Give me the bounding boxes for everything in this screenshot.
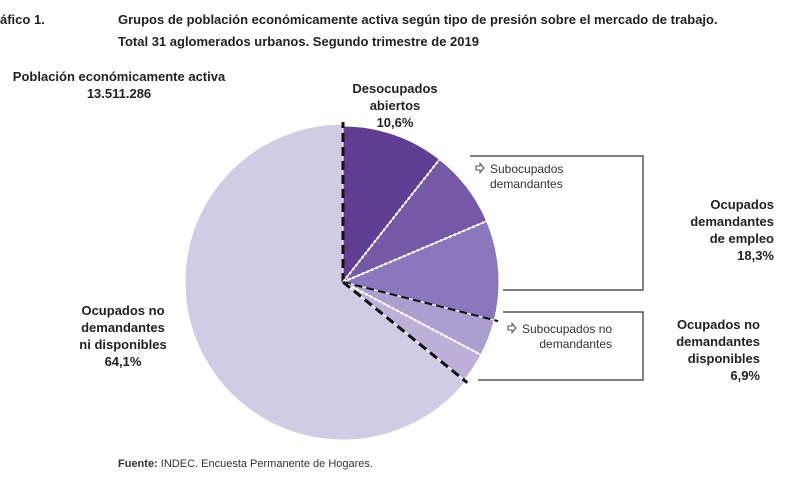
- label-subocupados-demandantes: Subocupados demandantes: [490, 162, 564, 191]
- pea-label: Población económicamente activa: [12, 69, 226, 84]
- slice-divider: [342, 280, 469, 384]
- arrow-right-icon: [475, 162, 485, 174]
- slice-divider: [342, 218, 491, 284]
- label-subocupados-no-demandantes: Subocupados no demandantes: [522, 322, 613, 351]
- chart-subtitle: Total 31 aglomerados urbanos. Segundo tr…: [118, 34, 479, 49]
- pea-annotation: Población económicamente activa 13.511.2…: [8, 68, 230, 102]
- arrow-right-icon: [507, 322, 517, 334]
- pie-slice-ocupados-no-demandantes-ni-disponibles: [184, 123, 467, 441]
- chart-title: Grupos de población económicamente activ…: [118, 12, 718, 27]
- slice-divider: [342, 281, 485, 358]
- figure-label: áfico 1.: [0, 12, 45, 27]
- source-note: Fuente: INDEC. Encuesta Permanente de Ho…: [118, 458, 373, 470]
- slice-divider: [342, 281, 499, 323]
- bracket-ocupados-demandantes: [470, 155, 644, 291]
- pie-slice-desocupados-abiertos: [342, 125, 441, 284]
- pea-value: 13.511.286: [86, 86, 152, 101]
- label-desocupados: Desocupados abiertos 10,6%: [352, 81, 438, 130]
- pie-slice-ocupados-demandantes-de-empleo-resto: [341, 220, 500, 321]
- slice-divider: [342, 155, 443, 283]
- label-ocupados-no-disponibles: Ocupados no demandantes ni disponibles 6…: [79, 303, 167, 369]
- label-ocupados-demandantes: Ocupados demandantes de empleo 18,3%: [690, 197, 774, 263]
- bracket-ocupados-disponibles: [478, 311, 644, 381]
- label-ocupados-disponibles: Ocupados no demandantes disponibles 6,9%: [676, 317, 760, 383]
